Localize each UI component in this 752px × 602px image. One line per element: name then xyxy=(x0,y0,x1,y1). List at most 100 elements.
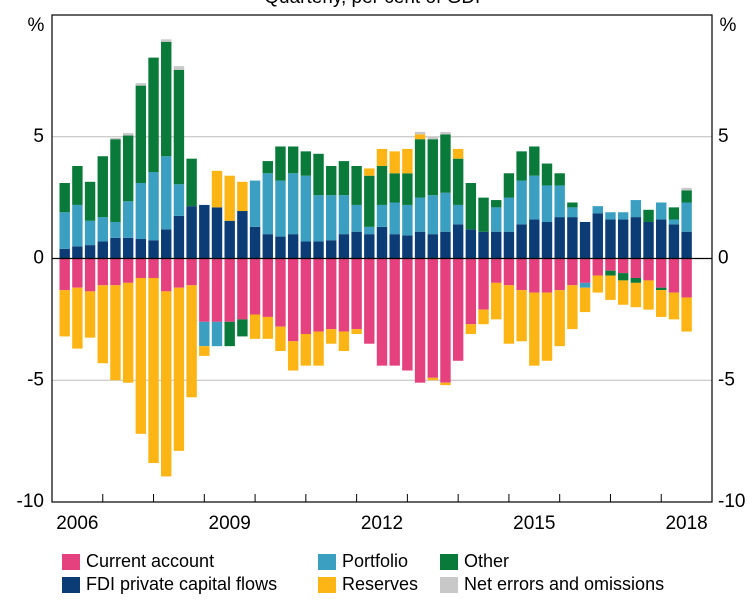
bar-segment xyxy=(491,200,502,208)
bar-segment xyxy=(287,173,299,235)
bar-segment xyxy=(452,258,464,361)
legend-swatch xyxy=(62,577,80,593)
bar-segment xyxy=(135,85,147,184)
bar-segment xyxy=(148,258,159,278)
bar-segment xyxy=(161,41,172,157)
bar-segment xyxy=(338,331,350,352)
bar-segment xyxy=(173,184,185,216)
bar-segment xyxy=(173,69,185,185)
bar-segment xyxy=(351,204,362,232)
bar-segment xyxy=(249,258,261,315)
bar-segment xyxy=(84,220,96,246)
bar-segment xyxy=(389,258,400,366)
bar-segment xyxy=(84,258,96,292)
bar-segment xyxy=(440,231,451,259)
bar-segment xyxy=(351,258,362,330)
x-tick-label: 2012 xyxy=(361,513,403,534)
bar-segment xyxy=(148,172,159,241)
bar-segment xyxy=(313,241,324,259)
bar-segment xyxy=(529,292,540,366)
bar-segment xyxy=(313,258,324,332)
bar-segment xyxy=(364,258,375,344)
bar-segment xyxy=(617,258,629,274)
bar-segment xyxy=(567,202,578,208)
bar-segment xyxy=(224,258,235,322)
bar-segment xyxy=(579,287,591,313)
bar-segment xyxy=(579,221,591,259)
bar-segment xyxy=(503,285,515,344)
bar-segment xyxy=(402,173,413,205)
bar-segment xyxy=(452,204,464,225)
bar-segment xyxy=(211,207,223,259)
bar-segment xyxy=(668,219,680,225)
bar-segment xyxy=(224,220,235,259)
bar-segment xyxy=(300,258,312,334)
bar-segment xyxy=(389,202,400,235)
bar-segment xyxy=(364,168,375,176)
bar-segment xyxy=(491,258,502,283)
plot-frame xyxy=(51,14,713,503)
bar-segment xyxy=(567,285,578,330)
bar-segment xyxy=(402,148,413,174)
bar-segment xyxy=(554,185,565,218)
bar-segment xyxy=(122,135,134,202)
bar-segment xyxy=(541,221,553,259)
bar-segment xyxy=(427,234,438,259)
bar-segment xyxy=(199,204,210,259)
bar-segment xyxy=(617,219,629,259)
bar-segment xyxy=(110,221,121,238)
bar-segment xyxy=(630,200,642,218)
bar-segment xyxy=(122,258,134,283)
bar-segment xyxy=(84,181,96,221)
bar-segment xyxy=(516,151,527,181)
bar-segment xyxy=(681,202,692,232)
bar-segment xyxy=(681,187,692,191)
bar-segment xyxy=(300,175,312,242)
bar-segment xyxy=(275,258,286,327)
bar-segment xyxy=(287,146,299,174)
bar-segment xyxy=(579,282,591,288)
bar-segment xyxy=(173,215,185,259)
legend-swatch xyxy=(318,577,336,593)
bar-segment xyxy=(262,161,273,174)
bar-segment xyxy=(135,183,147,240)
bar-segment xyxy=(440,131,451,135)
bar-segment xyxy=(554,173,565,186)
bar-segment xyxy=(389,151,400,174)
bar-segment xyxy=(326,240,337,259)
bar-segment xyxy=(262,258,273,317)
y2-tick-label: 0 xyxy=(718,248,729,269)
bar-segment xyxy=(364,175,375,227)
bar-segment xyxy=(161,39,172,42)
bar-segment xyxy=(681,297,692,332)
bar-segment xyxy=(656,258,667,288)
bar-segment xyxy=(275,236,286,259)
y-tick-label: 0 xyxy=(33,248,44,269)
bar-segment xyxy=(249,226,261,259)
bar-segment xyxy=(262,173,273,235)
bar-segment xyxy=(554,290,565,347)
bar-segment xyxy=(287,341,299,371)
bar-segment xyxy=(592,275,603,293)
bar-segment xyxy=(592,213,603,259)
bar-segment xyxy=(135,258,147,278)
bar-segment xyxy=(161,156,172,230)
bar-segment xyxy=(326,165,337,196)
bar-segment xyxy=(186,158,197,207)
bar-segment xyxy=(668,258,680,293)
bar-segment xyxy=(402,204,413,236)
bar-segment xyxy=(427,195,438,235)
bar-segment xyxy=(237,181,248,212)
bar-segment xyxy=(287,234,299,259)
bar-segment xyxy=(59,258,70,291)
y2-tick-label: -10 xyxy=(718,491,745,512)
bar-segment xyxy=(440,258,451,383)
y2-axis-label: % xyxy=(720,15,737,36)
bar-segment xyxy=(110,137,121,140)
bar-segment xyxy=(452,148,464,159)
bar-segment xyxy=(59,212,70,249)
bar-segment xyxy=(72,287,83,349)
x-tick-label: 2006 xyxy=(56,513,98,534)
bar-segment xyxy=(72,258,83,288)
bar-segment xyxy=(668,292,680,320)
